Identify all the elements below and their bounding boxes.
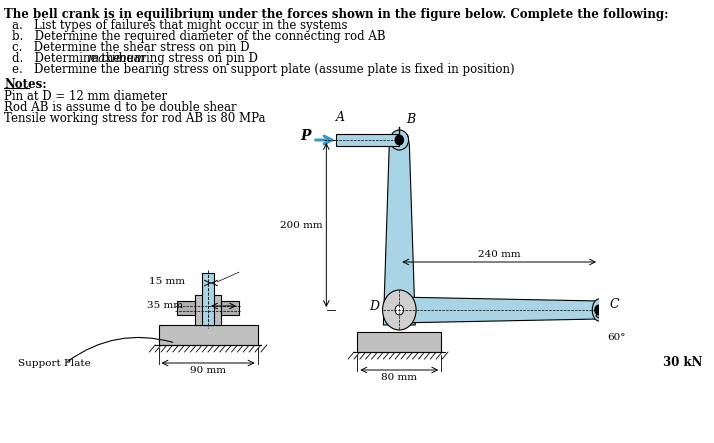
Text: The bell crank is in equilibrium under the forces shown in the figure below. Com: The bell crank is in equilibrium under t…	[4, 8, 669, 21]
Text: c.   Determine the shear stress on pin D: c. Determine the shear stress on pin D	[11, 41, 249, 54]
Circle shape	[383, 290, 416, 330]
Polygon shape	[395, 297, 599, 323]
Bar	[202, 273, 214, 325]
Text: e.   Determine the bearing stress on support plate (assume plate is fixed in pos: e. Determine the bearing stress on suppo…	[11, 63, 514, 76]
Text: maximum: maximum	[87, 52, 146, 65]
Bar	[358, 332, 441, 352]
Polygon shape	[383, 135, 416, 325]
Polygon shape	[596, 304, 645, 346]
Circle shape	[595, 305, 603, 315]
Text: C: C	[609, 298, 618, 311]
Text: P: P	[300, 129, 311, 143]
Ellipse shape	[593, 299, 605, 321]
Text: D: D	[369, 299, 379, 312]
Ellipse shape	[390, 130, 408, 150]
Text: A: A	[336, 111, 345, 124]
Bar	[177, 301, 196, 315]
Text: bearing stress on pin D: bearing stress on pin D	[115, 52, 258, 65]
Bar	[159, 325, 258, 345]
Text: 240 mm: 240 mm	[478, 250, 521, 259]
Text: Notes:: Notes:	[4, 78, 47, 91]
Text: 60°: 60°	[608, 334, 626, 342]
Text: Rod AB is assume d to be double shear: Rod AB is assume d to be double shear	[4, 101, 237, 114]
Text: 200 mm: 200 mm	[281, 221, 323, 229]
Text: 15 mm: 15 mm	[149, 277, 184, 287]
Circle shape	[395, 305, 403, 315]
Text: Pin at D = 12 mm diameter: Pin at D = 12 mm diameter	[4, 90, 167, 103]
Text: Tensile working stress for rod AB is 80 MPa: Tensile working stress for rod AB is 80 …	[4, 112, 266, 125]
Text: 80 mm: 80 mm	[381, 373, 417, 382]
Text: a.   List types of failures that might occur in the systems: a. List types of failures that might occ…	[11, 19, 347, 32]
Text: 90 mm: 90 mm	[190, 366, 226, 375]
Text: B: B	[406, 113, 415, 126]
Text: d.   Determine the: d. Determine the	[11, 52, 124, 65]
Bar	[221, 301, 239, 315]
Text: b.   Determine the required diameter of the connecting rod AB: b. Determine the required diameter of th…	[11, 30, 386, 43]
Bar	[336, 134, 399, 146]
Text: 30 kN: 30 kN	[663, 355, 703, 369]
Text: 35 mm: 35 mm	[147, 300, 183, 310]
Circle shape	[395, 135, 403, 145]
Text: Support Plate: Support Plate	[19, 359, 91, 368]
Bar	[196, 295, 221, 325]
